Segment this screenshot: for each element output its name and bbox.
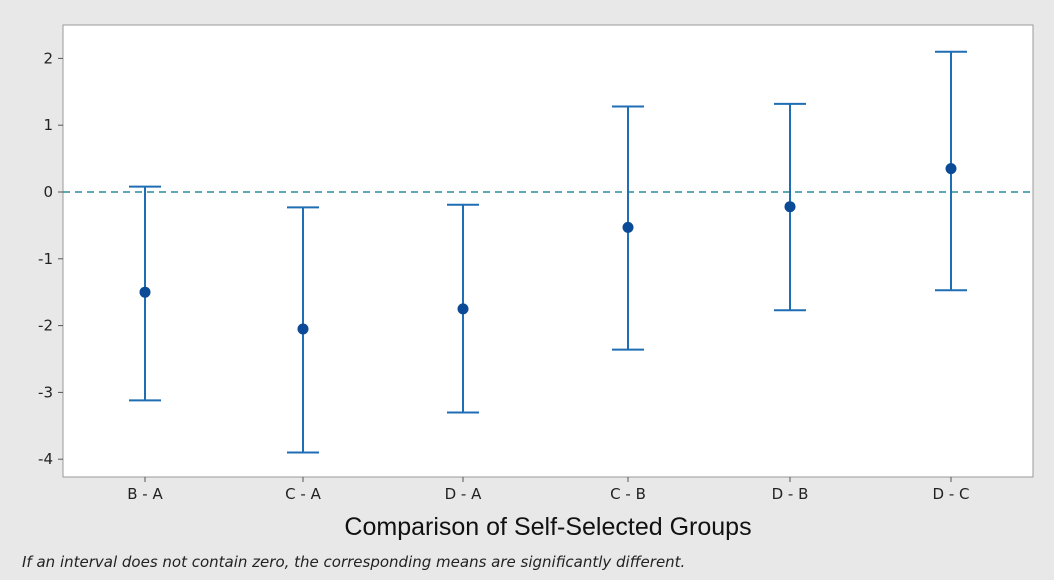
interval-d-c <box>935 50 967 292</box>
y-tick-label: -3 <box>38 383 53 401</box>
estimate-point <box>457 303 469 315</box>
estimate-point <box>622 221 634 233</box>
estimate-point <box>139 286 151 298</box>
footnote: If an interval does not contain zero, th… <box>22 553 686 571</box>
interval-c-b <box>612 105 644 351</box>
interval-marks <box>129 50 967 454</box>
estimate-point <box>784 201 796 213</box>
x-tick-label: C - B <box>610 485 646 503</box>
interval-b-a <box>129 185 161 402</box>
y-tick-label: 0 <box>43 183 53 201</box>
x-tick-label: D - B <box>772 485 809 503</box>
x-axis-label: Comparison of Self-Selected Groups <box>344 513 751 541</box>
y-axis: 2 1 0 -1 -2 -3 -4 <box>38 49 63 468</box>
x-tick-label: D - C <box>933 485 970 503</box>
interval-d-a <box>447 203 479 414</box>
y-tick-label: -2 <box>38 317 53 335</box>
estimate-point <box>297 323 309 335</box>
interval-c-a <box>287 206 319 454</box>
y-tick-label: -1 <box>38 250 53 268</box>
plot-area <box>62 24 1034 478</box>
estimate-point <box>945 163 957 175</box>
y-tick-label: -4 <box>38 450 53 468</box>
x-tick-label: D - A <box>445 485 482 503</box>
y-tick-label: 1 <box>43 116 53 134</box>
x-tick-label: B - A <box>127 485 163 503</box>
y-tick-label: 2 <box>43 49 53 67</box>
x-tick-label: C - A <box>285 485 321 503</box>
interval-d-b <box>774 102 806 312</box>
